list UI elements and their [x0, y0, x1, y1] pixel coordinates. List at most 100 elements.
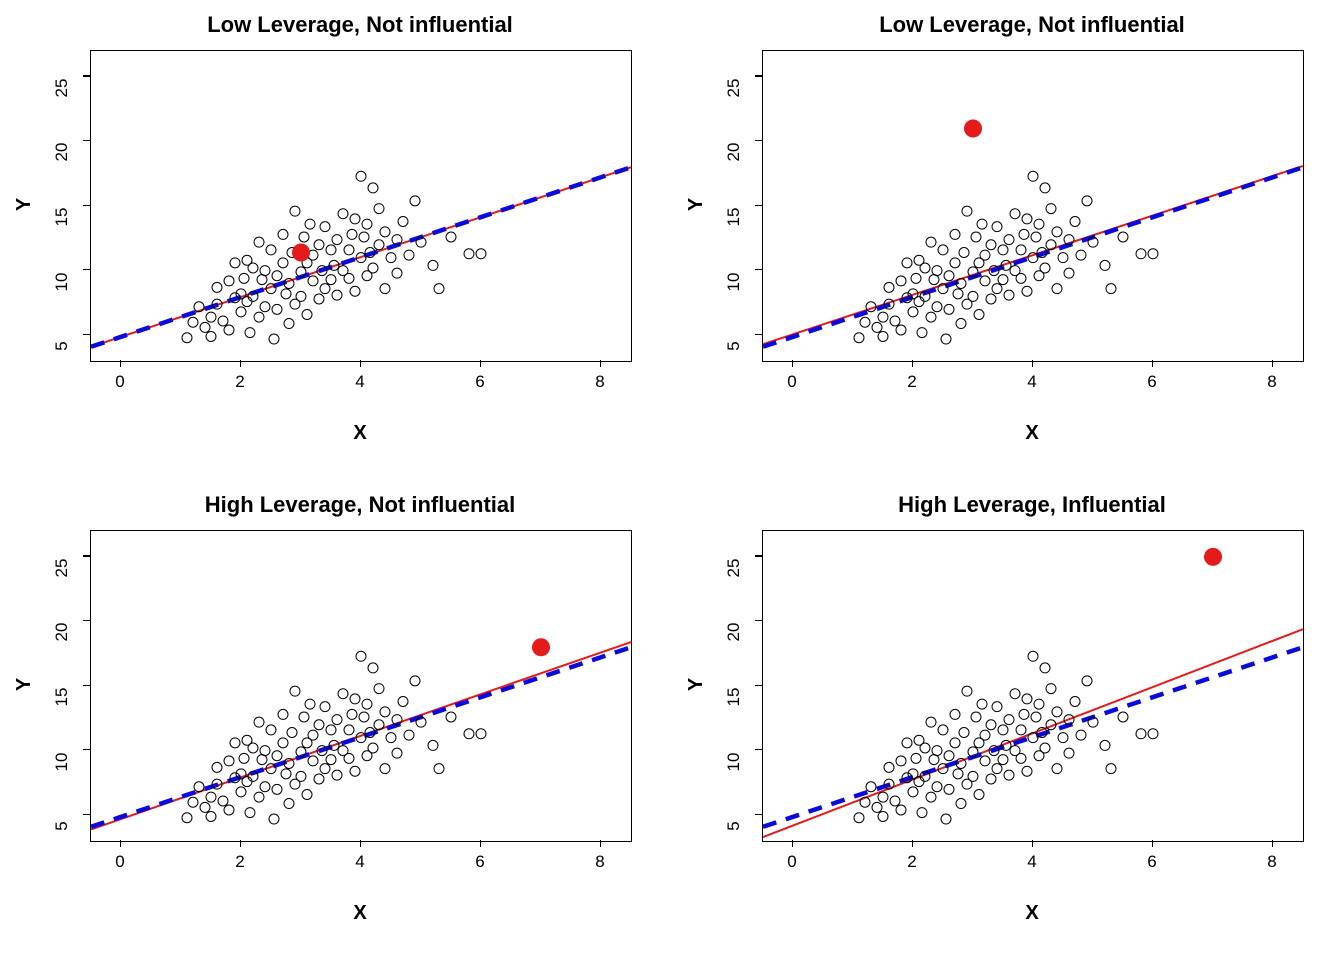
x-tick-label: 2	[892, 372, 932, 392]
scatter-point	[1058, 253, 1068, 263]
highlight-point	[532, 638, 550, 656]
scatter-point	[854, 333, 864, 343]
scatter-point	[206, 811, 216, 821]
scatter-point	[290, 686, 300, 696]
scatter-point	[953, 769, 963, 779]
scatter-point	[1040, 663, 1050, 673]
y-tick-label: 5	[724, 806, 764, 846]
scatter-point	[1058, 733, 1068, 743]
scatter-point	[932, 746, 942, 756]
scatter-point	[920, 743, 930, 753]
scatter-point	[941, 334, 951, 344]
scatter-point	[326, 755, 336, 765]
scatter-point	[266, 245, 276, 255]
scatter-point	[380, 707, 390, 717]
scatter-point	[182, 813, 192, 823]
scatter-point	[1046, 684, 1056, 694]
scatter-point	[368, 263, 378, 273]
scatter-point	[380, 764, 390, 774]
scatter-point	[977, 699, 987, 709]
x-tick	[792, 840, 793, 847]
x-tick-label: 6	[1132, 852, 1172, 872]
x-axis-label: X	[90, 902, 630, 925]
scatter-point	[1016, 725, 1026, 735]
y-tick-label: 10	[52, 742, 92, 782]
scatter-point	[380, 227, 390, 237]
scatter-point	[953, 289, 963, 299]
scatter-point	[1106, 764, 1116, 774]
scatter-point	[998, 755, 1008, 765]
scatter-point	[932, 302, 942, 312]
y-tick-label: 20	[52, 612, 92, 652]
x-tick	[240, 840, 241, 847]
scatter-point	[326, 245, 336, 255]
x-tick	[912, 840, 913, 847]
scatter-point	[230, 258, 240, 268]
scatter-point	[359, 712, 369, 722]
scatter-point	[245, 808, 255, 818]
scatter-point	[980, 730, 990, 740]
scatter-point	[986, 774, 996, 784]
y-tick-label: 25	[52, 68, 92, 108]
y-tick-label: 20	[52, 132, 92, 172]
scatter-point	[959, 248, 969, 258]
scatter-point	[299, 712, 309, 722]
scatter-point	[272, 304, 282, 314]
scatter-point	[344, 753, 354, 763]
scatter-points	[854, 651, 1158, 824]
scatter-point	[248, 263, 258, 273]
scatter-point	[362, 699, 372, 709]
x-tick	[912, 360, 913, 367]
y-axis-label: Y	[13, 678, 36, 691]
scatter-point	[332, 235, 342, 245]
x-tick-label: 8	[1252, 372, 1292, 392]
x-tick	[120, 840, 121, 847]
scatter-point	[908, 787, 918, 797]
scatter-point	[464, 729, 474, 739]
y-tick-label: 25	[724, 548, 764, 588]
scatter-point	[974, 790, 984, 800]
x-tick-label: 2	[220, 852, 260, 872]
scatter-point	[1070, 217, 1080, 227]
plot-area	[762, 50, 1304, 362]
scatter-point	[980, 276, 990, 286]
scatter-point	[344, 273, 354, 283]
scatter-point	[380, 284, 390, 294]
scatter-point	[926, 717, 936, 727]
scatter-point	[929, 275, 939, 285]
scatter-point	[914, 297, 924, 307]
scatter-point	[1004, 290, 1014, 300]
figure: Low Leverage, Not influential02468510152…	[0, 0, 1344, 960]
scatter-point	[1028, 651, 1038, 661]
x-tick	[1272, 360, 1273, 367]
y-axis-label: Y	[13, 198, 36, 211]
x-tick-label: 8	[580, 852, 620, 872]
scatter-point	[404, 730, 414, 740]
scatter-point	[326, 725, 336, 735]
y-tick-label: 10	[724, 742, 764, 782]
x-tick	[792, 360, 793, 367]
scatter-point	[356, 651, 366, 661]
scatter-point	[1040, 743, 1050, 753]
scatter-point	[299, 232, 309, 242]
scatter-point	[254, 237, 264, 247]
scatter-point	[1004, 770, 1014, 780]
scatter-point	[968, 771, 978, 781]
scatter-points	[182, 171, 486, 344]
scatter-point	[1034, 699, 1044, 709]
y-tick-label: 5	[724, 326, 764, 366]
scatter-point	[980, 756, 990, 766]
scatter-points	[854, 171, 1158, 344]
scatter-point	[224, 276, 234, 286]
scatter-point	[434, 284, 444, 294]
x-tick-label: 0	[772, 372, 812, 392]
scatter-point	[1019, 229, 1029, 239]
scatter-point	[944, 271, 954, 281]
scatter-point	[272, 751, 282, 761]
scatter-point	[368, 663, 378, 673]
highlight-point	[292, 244, 310, 262]
scatter-point	[386, 733, 396, 743]
scatter-point	[950, 229, 960, 239]
y-tick-label: 5	[52, 326, 92, 366]
scatter-point	[368, 183, 378, 193]
